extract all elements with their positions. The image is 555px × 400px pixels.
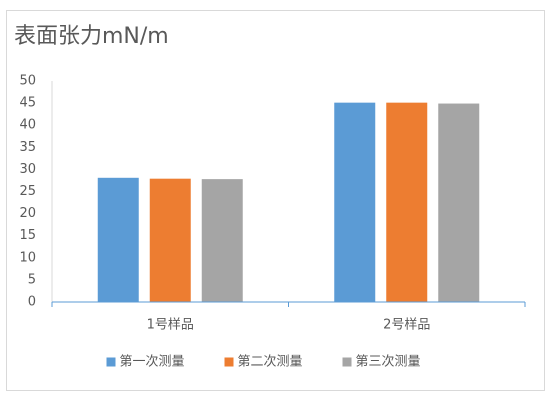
y-tick-label: 25 — [19, 184, 36, 199]
legend-swatch — [106, 357, 116, 367]
bar — [438, 103, 480, 303]
x-tick-label: 1号样品 — [147, 318, 194, 333]
bar — [149, 178, 191, 302]
y-tick-label: 50 — [19, 74, 36, 89]
y-tick-label: 15 — [19, 228, 36, 243]
chart-title: 表面张力mN/m — [14, 24, 169, 49]
legend-label: 第二次测量 — [238, 354, 303, 370]
bar — [201, 179, 243, 302]
legend-swatch — [224, 357, 234, 367]
bar — [386, 102, 428, 303]
y-tick-label: 20 — [19, 206, 36, 221]
y-tick-label: 45 — [19, 96, 36, 111]
y-tick-label: 40 — [19, 118, 36, 133]
x-tick-label: 2号样品 — [383, 318, 430, 333]
bar — [97, 177, 139, 302]
y-tick-label: 5 — [28, 272, 36, 287]
y-tick-label: 0 — [28, 295, 36, 310]
legend-label: 第三次测量 — [356, 354, 421, 370]
bar — [334, 102, 376, 303]
y-tick-label: 10 — [19, 250, 36, 265]
y-tick-label: 30 — [19, 162, 36, 177]
legend-swatch — [342, 357, 352, 367]
legend-label: 第一次测量 — [120, 354, 185, 370]
y-tick-label: 35 — [19, 140, 36, 155]
